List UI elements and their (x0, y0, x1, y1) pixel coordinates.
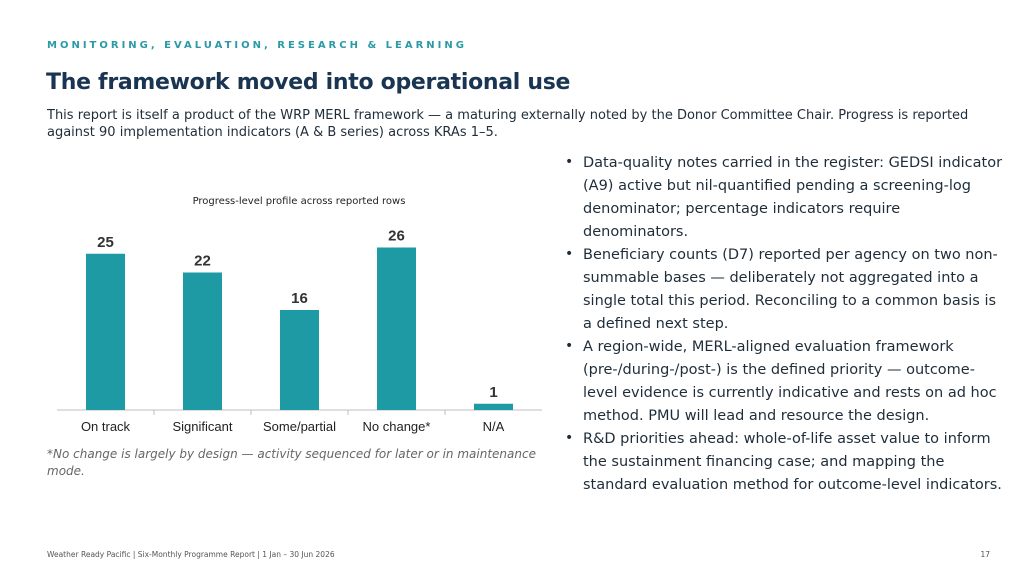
bullet-item: • Data-quality notes carried in the regis… (565, 152, 1005, 244)
chart-svg: Progress-level profile across reported r… (57, 196, 542, 434)
bullet-text: Data-quality notes carried in the regist… (583, 155, 1003, 240)
page-title: The framework moved into operational use (46, 70, 571, 95)
bullet-item: • A region-wide, MERL-aligned evaluation … (565, 336, 1005, 428)
x-tick-label: On track (81, 419, 131, 434)
chart-title: Progress-level profile across reported r… (193, 196, 406, 207)
bullet-dot: • (565, 246, 574, 262)
bullet-text: A region-wide, MERL-aligned evaluation f… (583, 339, 997, 424)
data-label: 16 (291, 290, 308, 307)
bullet-dot: • (565, 430, 574, 446)
page-footer: Weather Ready Pacific | Six-Monthly Prog… (47, 550, 335, 559)
bar (474, 403, 513, 410)
bar (377, 247, 416, 410)
data-label: 1 (489, 384, 497, 401)
bullet-list: • Data-quality notes carried in the regis… (565, 152, 1005, 497)
bullet-dot: • (565, 338, 574, 354)
data-label: 22 (194, 253, 211, 270)
bar (280, 310, 319, 410)
data-label: 25 (97, 234, 114, 251)
bullet-text: Beneficiary counts (D7) reported per age… (583, 247, 998, 332)
x-tick-label: Significant (173, 419, 233, 434)
data-label: 26 (388, 228, 405, 245)
bullet-text: R&D priorities ahead: whole-of-life asse… (583, 431, 1002, 493)
bar (86, 253, 125, 410)
chart-footnote: *No change is largely by design — activi… (47, 447, 536, 478)
page-number: 17 (980, 550, 990, 559)
x-tick-label: N/A (483, 419, 505, 434)
section-kicker: MONITORING, EVALUATION, RESEARCH & LEARN… (47, 40, 467, 51)
x-tick-label: Some/partial (263, 419, 336, 434)
bullet-dot: • (565, 154, 574, 170)
bullet-item: • Beneficiary counts (D7) reported per ag… (565, 244, 1005, 336)
progress-bar-chart: Progress-level profile across reported r… (47, 190, 547, 445)
intro-paragraph: This report is itself a product of the W… (47, 108, 969, 140)
x-tick-label: No change* (363, 419, 431, 434)
bar (183, 272, 222, 410)
bullet-item: • R&D priorities ahead: whole-of-life ass… (565, 428, 1005, 497)
